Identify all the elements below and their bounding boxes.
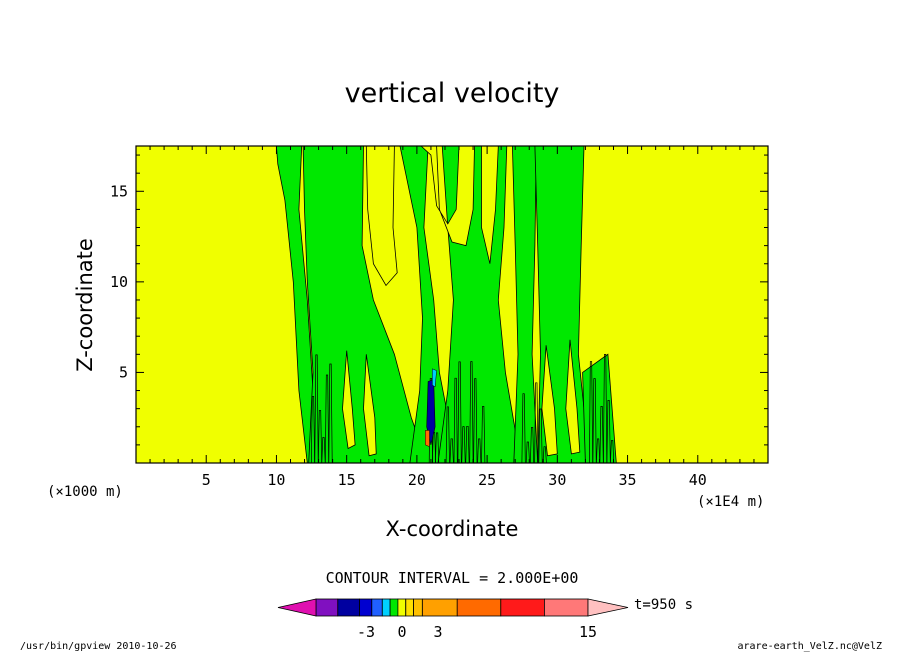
contour-line: [435, 432, 440, 464]
contour-line: [606, 400, 611, 464]
x-tick-label: 40: [689, 471, 707, 489]
colorbar-segment: [315, 598, 339, 617]
contour-line: [525, 441, 530, 464]
colorbar-segment: [544, 598, 589, 617]
contour-line: [314, 354, 319, 464]
x-tick-label: 5: [202, 471, 211, 489]
contour-line: [592, 378, 597, 464]
contour-line: [610, 440, 615, 464]
x-axis-label: X-coordinate: [386, 517, 519, 541]
negative-velocity-islands: [342, 145, 581, 457]
plot-frame: [135, 145, 769, 464]
contour-line: [328, 363, 333, 464]
y-tick-label: 15: [110, 182, 128, 200]
contour-line: [477, 438, 482, 464]
x-tick-label: 20: [408, 471, 426, 489]
contour-line: [599, 406, 604, 464]
fine-contours: [310, 354, 615, 464]
x-units-right: (×1E4 m): [697, 494, 764, 510]
yellow-island: [363, 354, 377, 457]
colorbar-segment: [413, 598, 423, 617]
x-tick-label: 25: [478, 471, 496, 489]
y-axis-ticks: 5 10 15: [110, 154, 768, 446]
contour-line: [453, 377, 458, 464]
contour-line: [469, 361, 474, 464]
yellow-island: [565, 339, 581, 455]
contour-line: [321, 437, 326, 464]
contour-line: [542, 446, 547, 464]
x-units-left: (×1000 m): [47, 484, 123, 500]
contour-line: [473, 378, 478, 464]
contour-line: [534, 382, 539, 464]
y-tick-label: 5: [119, 363, 128, 381]
colorbar-segment: [397, 598, 407, 617]
colorbar-segment: [389, 598, 399, 617]
contour-line: [530, 426, 535, 464]
y-tick-label: 10: [110, 273, 128, 291]
y-axis-label: Z-coordinate: [73, 238, 97, 372]
x-tick-label: 10: [267, 471, 285, 489]
time-label: t=950 s: [634, 597, 693, 613]
contour-line: [538, 408, 543, 464]
colorbar-tick-label: 0: [397, 623, 406, 641]
contour-line: [596, 438, 601, 464]
colorbar-tick-label: -3: [357, 623, 375, 641]
contour-line: [603, 354, 608, 464]
contour-line: [521, 393, 526, 464]
contour-line: [461, 426, 466, 464]
colorbar-tick-label: 15: [579, 623, 597, 641]
downdraft-core: [432, 368, 437, 388]
colorbar-segment: [500, 598, 545, 617]
colorbar-segment: [371, 598, 383, 617]
x-tick-label: 30: [548, 471, 566, 489]
contour-line: [445, 406, 450, 464]
contour-line: [589, 361, 594, 464]
colorbar-segment: [359, 598, 373, 617]
contour-line: [457, 361, 462, 464]
yellow-island: [365, 145, 398, 287]
contour-interval: CONTOUR INTERVAL = 2.000E+00: [326, 569, 579, 587]
colorbar-segment: [421, 598, 458, 617]
colorbar-labels: -3 0 3 15: [357, 623, 597, 641]
footer-left: /usr/bin/gpview 2010-10-26: [20, 641, 177, 652]
x-tick-label: 35: [619, 471, 637, 489]
contour-line: [465, 425, 470, 464]
footer-right: arare-earth_VelZ.nc@VelZ: [737, 641, 883, 652]
plot-area: 5 10 15 20 25 30 35 40 5 10 15: [110, 145, 769, 489]
yellow-island: [342, 350, 356, 450]
contour-line: [481, 406, 486, 464]
updraft-core: [425, 430, 430, 448]
colorbar-segment: [337, 598, 360, 617]
contour-line: [324, 374, 330, 464]
colorbar-high-arrow: [587, 598, 629, 617]
colorbar: [277, 598, 629, 617]
colorbar-segment: [456, 598, 502, 617]
colorbar-segment: [381, 598, 391, 617]
contour-line: [317, 409, 323, 464]
green-region: [582, 353, 617, 464]
contour-line: [310, 395, 315, 464]
colorbar-tick-label: 3: [433, 623, 442, 641]
x-axis-ticks: 5 10 15 20 25 30 35 40: [149, 146, 755, 489]
chart-title: vertical velocity: [345, 78, 560, 109]
contour-line: [449, 438, 454, 464]
yellow-island: [541, 345, 558, 457]
colorbar-low-arrow: [277, 598, 317, 617]
colorbar-segment: [405, 598, 414, 617]
x-tick-label: 15: [338, 471, 356, 489]
